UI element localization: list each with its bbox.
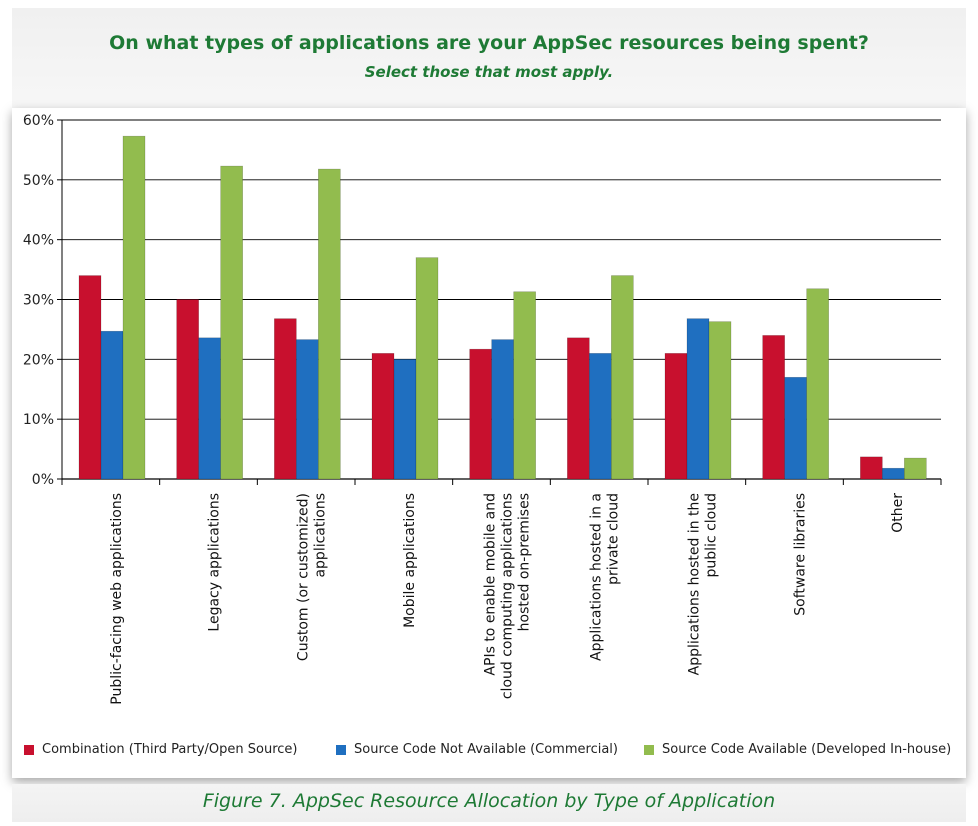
x-tick-label: Legacy applications — [207, 493, 223, 632]
y-tick-label: 30% — [23, 293, 54, 309]
bar — [176, 299, 199, 480]
bar — [491, 339, 514, 480]
x-tick-label: Public-facing web applications — [109, 493, 125, 705]
legend-swatch-combination — [24, 744, 34, 755]
bar — [469, 348, 492, 480]
x-tick-label: APIs to enable mobile and — [483, 493, 499, 676]
bar — [611, 275, 634, 480]
y-tick-label: 40% — [23, 233, 54, 249]
bar — [882, 467, 905, 480]
bar — [198, 337, 221, 480]
legend-label-combination: Combination (Third Party/Open Source) — [42, 742, 298, 757]
legend-swatch-available — [644, 744, 654, 755]
legend-swatch-not-available — [336, 744, 346, 755]
footer-band — [12, 784, 966, 822]
bar — [708, 321, 732, 480]
bar — [415, 257, 439, 480]
bar — [274, 318, 297, 480]
x-tick-label: Applications hosted in a — [589, 493, 605, 661]
bar — [784, 376, 807, 480]
bar — [513, 291, 536, 480]
x-tick-label: hosted on-premises — [517, 493, 533, 631]
bar — [220, 165, 243, 480]
x-tick-label: cloud computing applications — [500, 493, 516, 699]
bar — [122, 135, 146, 480]
x-tick-label: applications — [313, 493, 329, 578]
bar — [806, 288, 829, 480]
y-tick-label: 60% — [23, 113, 54, 129]
bar — [393, 359, 417, 480]
bar — [78, 275, 102, 480]
figure-caption: Figure 7. AppSec Resource Allocation by … — [202, 790, 776, 812]
bar — [686, 318, 710, 480]
chart-title: On what types of applications are your A… — [109, 32, 869, 54]
bar — [296, 339, 319, 480]
x-tick-label: public cloud — [703, 493, 719, 578]
header-band — [12, 8, 966, 112]
legend-item-not-available: Source Code Not Available (Commercial) — [336, 742, 618, 757]
x-tick-label: Other — [890, 493, 906, 533]
x-tick-label: private cloud — [606, 493, 622, 585]
bar — [371, 353, 395, 480]
bar — [860, 456, 883, 480]
x-tick-label: Mobile applications — [402, 493, 418, 628]
bar — [318, 168, 341, 480]
bar — [100, 330, 124, 480]
legend-label-available: Source Code Available (Developed In-hous… — [662, 742, 952, 757]
bar — [664, 353, 688, 480]
y-tick-label: 0% — [32, 472, 54, 488]
y-tick-label: 10% — [23, 412, 54, 428]
x-tick-label: Applications hosted in the — [686, 493, 702, 675]
y-tick-label: 50% — [23, 173, 54, 189]
legend-label-not-available: Source Code Not Available (Commercial) — [354, 742, 618, 757]
x-tick-label: Software libraries — [793, 493, 809, 616]
legend-item-combination: Combination (Third Party/Open Source) — [24, 742, 297, 757]
bar — [904, 457, 927, 480]
bar — [567, 337, 590, 480]
bar — [589, 353, 612, 480]
bar — [762, 335, 785, 480]
x-tick-label: Custom (or customized) — [296, 493, 312, 661]
y-tick-label: 20% — [23, 352, 54, 368]
legend: Combination (Third Party/Open Source) So… — [0, 742, 978, 768]
chart-subtitle: Select those that most apply. — [364, 63, 614, 81]
legend-item-available: Source Code Available (Developed In-hous… — [644, 742, 951, 757]
